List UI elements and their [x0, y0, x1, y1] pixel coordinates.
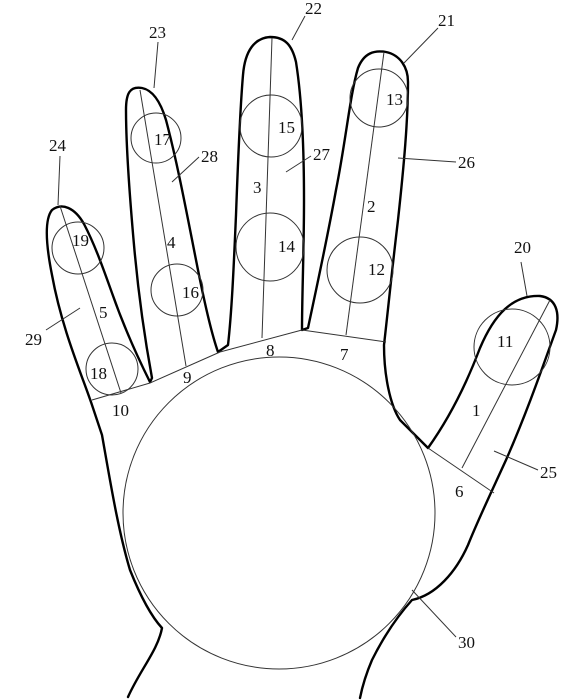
label-13: 13 [386, 90, 403, 109]
label-8: 8 [266, 341, 275, 360]
pinky-axis [59, 205, 122, 394]
leader-29 [45, 307, 81, 331]
hand-outline [45, 35, 559, 700]
leader-26 [397, 157, 457, 163]
pinky-lower-circle [85, 342, 139, 396]
label-14: 14 [278, 237, 296, 256]
label-16: 16 [182, 283, 199, 302]
label-17: 17 [154, 130, 172, 149]
label-20: 20 [514, 238, 531, 257]
leader-28 [171, 156, 200, 183]
label-2: 2 [367, 197, 376, 216]
label-23: 23 [149, 23, 166, 42]
leader-30 [411, 589, 457, 638]
label-15: 15 [278, 118, 295, 137]
label-7: 7 [340, 345, 349, 364]
thumb-axis [461, 299, 551, 469]
palm-circle [122, 356, 436, 670]
label-25: 25 [540, 463, 557, 482]
label-10: 10 [112, 401, 129, 420]
middle-axis [261, 37, 273, 339]
label-4: 4 [167, 233, 176, 252]
label-11: 11 [497, 332, 513, 351]
label-1: 1 [472, 401, 481, 420]
thumb-tip-circle [473, 308, 551, 386]
pinky-tip-circle [51, 221, 105, 275]
label-28: 28 [201, 147, 218, 166]
leader-23 [153, 41, 159, 89]
leader-20 [520, 261, 528, 297]
label-24: 24 [49, 136, 67, 155]
ring-tip-circle [130, 112, 182, 164]
leader-27 [285, 155, 312, 173]
leader-25 [493, 450, 539, 471]
label-18: 18 [90, 364, 107, 383]
label-21: 21 [438, 11, 455, 30]
leader-24 [57, 155, 61, 206]
label-19: 19 [72, 231, 89, 250]
label-22: 22 [305, 0, 322, 18]
finger-base-line-index [301, 329, 387, 343]
ring-middle-circle [150, 263, 204, 317]
index-middle-circle [326, 236, 394, 304]
label-26: 26 [458, 153, 475, 172]
label-6: 6 [455, 482, 464, 501]
label-3: 3 [253, 178, 262, 197]
leader-21 [403, 27, 439, 64]
index-axis [345, 51, 385, 336]
label-12: 12 [368, 260, 385, 279]
label-27: 27 [313, 145, 331, 164]
label-30: 30 [458, 633, 475, 652]
leader-22 [291, 15, 306, 41]
finger-base-line-ring [149, 351, 221, 384]
index-tip-circle [349, 68, 409, 128]
middle-tip-circle [239, 94, 303, 158]
label-9: 9 [183, 368, 192, 387]
finger-base-line-thumb [427, 447, 495, 494]
finger-base-line-middle [219, 329, 303, 353]
label-29: 29 [25, 330, 42, 349]
ring-axis [139, 89, 187, 367]
label-5: 5 [99, 303, 108, 322]
middle-lower-circle [235, 212, 305, 282]
